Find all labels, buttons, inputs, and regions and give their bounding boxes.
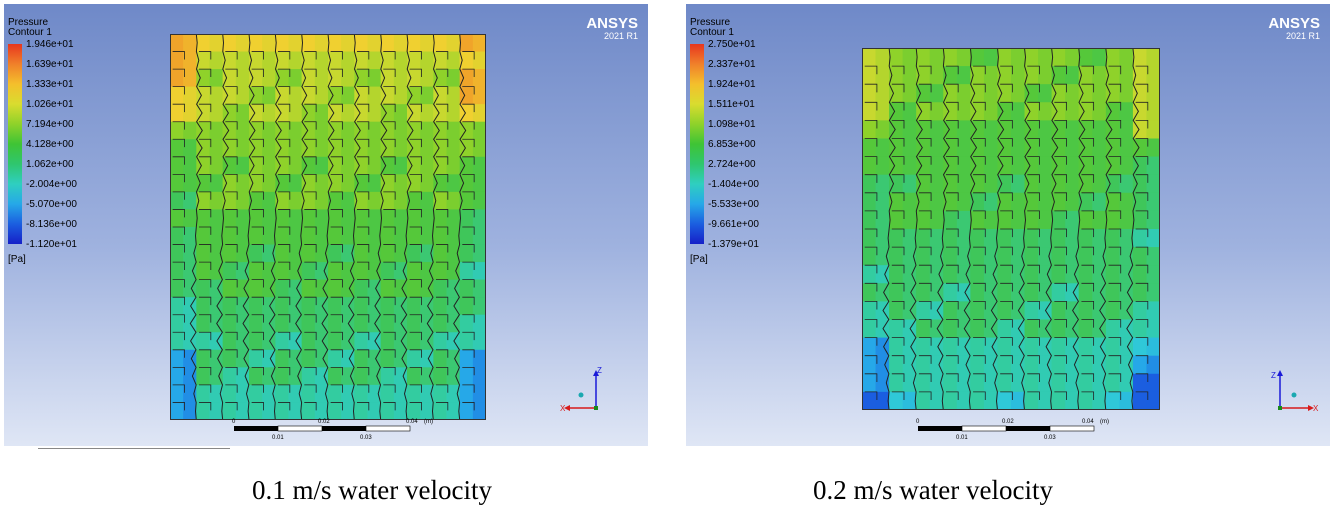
- legend-color-segment: [690, 144, 704, 164]
- legend-tick-label: 1.098e+01: [708, 119, 756, 130]
- contour-panel-left: Pressure Contour 1 1.946e+01 1.639e+01 1.3…: [4, 4, 648, 446]
- legend-title-line2: Contour 1: [8, 27, 52, 38]
- legend-color-segment: [8, 84, 22, 104]
- legend-tick-label: 1.511e+01: [708, 99, 755, 110]
- scale-label-001: 0.01: [272, 435, 284, 441]
- legend-color-segment: [690, 104, 704, 124]
- legend-tick-label: -9.661e+00: [708, 219, 759, 230]
- brand-name: ANSYS: [586, 15, 638, 32]
- legend-tick-label: 1.333e+01: [26, 79, 74, 90]
- pressure-contour-field: [170, 34, 486, 420]
- legend-title: Pressure Contour 1: [690, 18, 734, 38]
- axis-z-label: Z: [1271, 371, 1276, 380]
- legend-tick-label: -2.004e+00: [26, 179, 77, 190]
- ansys-logo: ANSYS 2021 R1: [1268, 16, 1320, 41]
- legend-tick-label: -1.120e+01: [26, 239, 77, 250]
- legend-color-segment: [690, 224, 704, 244]
- scale-label-002: 0.02: [318, 419, 330, 425]
- legend-color-segment: [8, 164, 22, 184]
- legend-tick-label: -5.070e+00: [26, 199, 77, 210]
- legend-color-segment: [690, 184, 704, 204]
- scale-bar: 0 0.02 0.04 (m) 0.01 0.03: [916, 419, 1109, 441]
- legend-tick-label: -1.404e+00: [708, 179, 759, 190]
- scale-label-004: 0.04: [406, 419, 418, 425]
- legend-tick-label: 4.128e+00: [26, 139, 74, 150]
- axis-triad: Z X: [1271, 370, 1319, 413]
- legend-title-line1: Pressure: [690, 17, 731, 28]
- legend-color-segment: [690, 204, 704, 224]
- scale-label-002: 0.02: [1002, 419, 1014, 425]
- legend-tick-label: 1.946e+01: [26, 39, 74, 50]
- legend-tick-label: 6.853e+00: [708, 139, 756, 150]
- scale-label-unit: (m): [424, 419, 433, 425]
- legend-tick-label: 2.750e+01: [708, 39, 756, 50]
- color-legend-bar: [8, 44, 22, 244]
- axis-x-label: X: [1313, 404, 1319, 413]
- divider-line: [38, 448, 230, 449]
- legend-title-line1: Pressure: [8, 17, 49, 28]
- legend-color-segment: [8, 124, 22, 144]
- scale-label-0: 0: [232, 419, 236, 425]
- scale-label-unit: (m): [1100, 419, 1109, 425]
- legend-color-segment: [8, 144, 22, 164]
- brand-version: 2021 R1: [603, 31, 638, 41]
- legend-unit: [Pa]: [690, 254, 708, 265]
- legend-title-line2: Contour 1: [690, 27, 734, 38]
- legend-color-segment: [690, 164, 704, 184]
- legend-tick-label: 2.337e+01: [708, 59, 756, 70]
- legend-color-segment: [690, 44, 704, 64]
- legend-color-segment: [8, 104, 22, 124]
- legend-color-segment: [690, 124, 704, 144]
- legend-color-segment: [8, 204, 22, 224]
- legend-color-segment: [8, 224, 22, 244]
- scale-label-003: 0.03: [360, 435, 372, 441]
- legend-color-segment: [690, 84, 704, 104]
- pressure-contour-field: [862, 48, 1160, 410]
- legend-tick-label: 7.194e+00: [26, 119, 74, 130]
- brand-version: 2021 R1: [1285, 31, 1320, 41]
- legend-tick-label: 1.639e+01: [26, 59, 74, 70]
- legend-tick-label: 1.026e+01: [26, 99, 74, 110]
- axis-x-label: X: [560, 404, 566, 413]
- color-legend-bar: [690, 44, 704, 244]
- axis-z-label: Z: [597, 366, 602, 375]
- contour-panel-right: Pressure Contour 1 2.750e+01 2.337e+01 1.9…: [686, 4, 1330, 446]
- scale-label-003: 0.03: [1044, 435, 1056, 441]
- legend-tick-label: 2.724e+00: [708, 159, 756, 170]
- scale-label-004: 0.04: [1082, 419, 1094, 425]
- legend-color-segment: [8, 44, 22, 64]
- legend-color-segment: [8, 184, 22, 204]
- legend-color-segment: [8, 64, 22, 84]
- legend-tick-label: -5.533e+00: [708, 199, 759, 210]
- caption-right: 0.2 m/s water velocity: [813, 475, 1053, 505]
- legend-color-segment: [690, 64, 704, 84]
- axis-triad: Z X: [560, 366, 602, 413]
- legend-tick-label: -1.379e+01: [708, 239, 759, 250]
- legend-tick-label: 1.062e+00: [26, 159, 74, 170]
- caption-left: 0.1 m/s water velocity: [252, 475, 492, 505]
- legend-title: Pressure Contour 1: [8, 18, 52, 38]
- legend-unit: [Pa]: [8, 254, 26, 265]
- ansys-logo: ANSYS 2021 R1: [586, 16, 638, 41]
- brand-name: ANSYS: [1268, 15, 1320, 32]
- legend-tick-label: 1.924e+01: [708, 79, 756, 90]
- scale-bar: 0 0.02 0.04 (m) 0.01 0.03: [232, 419, 433, 441]
- scale-label-001: 0.01: [956, 435, 968, 441]
- legend-tick-label: -8.136e+00: [26, 219, 77, 230]
- scale-label-0: 0: [916, 419, 920, 425]
